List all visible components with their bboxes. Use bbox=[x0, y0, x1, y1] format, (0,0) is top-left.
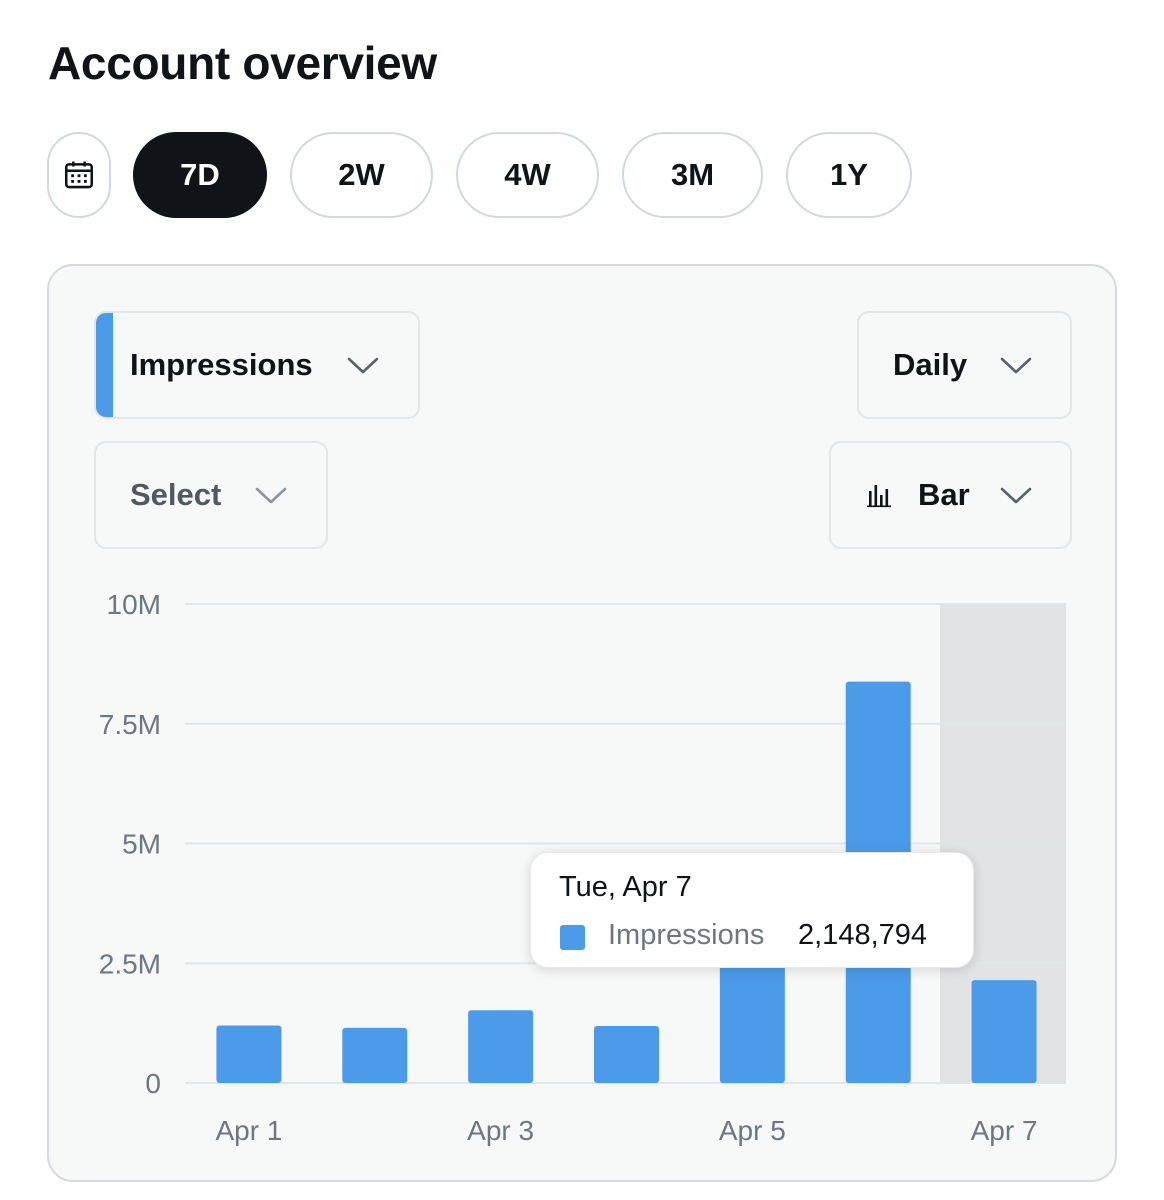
chart-card: Impressions Select Daily Bar bbox=[47, 264, 1117, 1182]
compare-dropdown-label: Select bbox=[130, 477, 222, 512]
chart-tooltip: Tue, Apr 7 Impressions 2,148,794 bbox=[530, 852, 974, 968]
chart-type-dropdown[interactable]: Bar bbox=[829, 441, 1072, 549]
interval-dropdown-label: Daily bbox=[893, 347, 968, 382]
range-4w-button[interactable]: 4W bbox=[456, 132, 599, 218]
metric-dropdown[interactable]: Impressions bbox=[94, 311, 420, 419]
range-3m-button[interactable]: 3M bbox=[622, 132, 763, 218]
interval-dropdown[interactable]: Daily bbox=[857, 311, 1072, 419]
range-2w-button[interactable]: 2W bbox=[290, 132, 433, 218]
bar-chart-icon bbox=[867, 485, 891, 508]
tooltip-value: 2,148,794 bbox=[798, 919, 928, 951]
chevron-down-icon bbox=[1000, 487, 1032, 504]
chevron-down-icon bbox=[1000, 357, 1032, 374]
chevron-down-icon bbox=[347, 357, 379, 374]
compare-dropdown[interactable]: Select bbox=[94, 441, 328, 549]
tooltip-series-swatch bbox=[560, 925, 585, 950]
range-7d-button[interactable]: 7D bbox=[133, 132, 267, 218]
chart-type-dropdown-label: Bar bbox=[918, 477, 970, 512]
chevron-down-icon bbox=[255, 487, 287, 504]
page-title: Account overview bbox=[48, 37, 437, 89]
metric-color-indicator bbox=[96, 313, 113, 417]
metric-dropdown-label: Impressions bbox=[130, 347, 313, 382]
calendar-button[interactable] bbox=[47, 132, 111, 218]
calendar-icon bbox=[64, 161, 94, 189]
tooltip-series-name: Impressions bbox=[608, 919, 765, 951]
tooltip-date: Tue, Apr 7 bbox=[559, 871, 692, 903]
range-1y-button[interactable]: 1Y bbox=[786, 132, 912, 218]
